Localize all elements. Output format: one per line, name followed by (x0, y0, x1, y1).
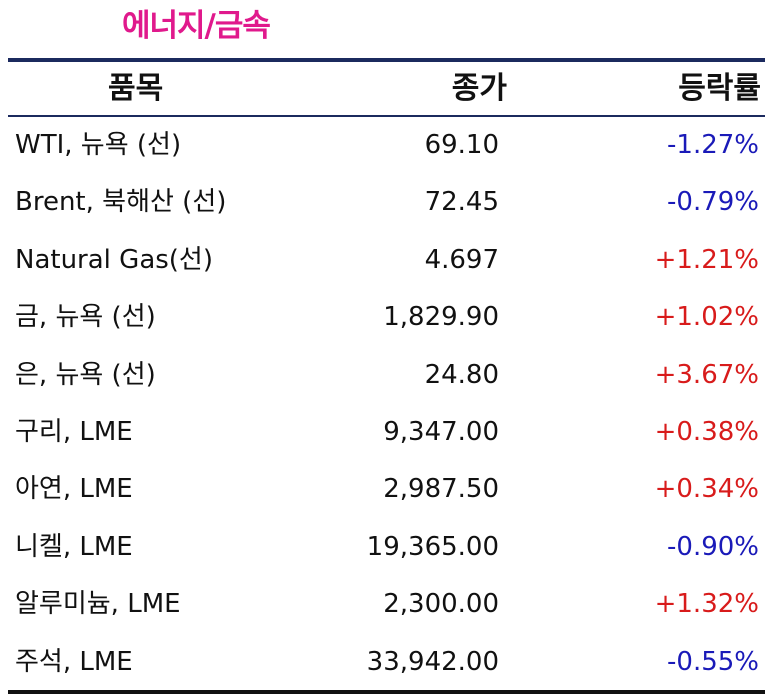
change-rate: +3.67% (654, 359, 759, 390)
header-change: 등락률 (678, 71, 761, 106)
close-price: 72.45 (424, 187, 499, 218)
table-row: Natural Gas(선) 4.697 +1.21% (8, 232, 765, 289)
close-price: 33,942.00 (366, 646, 499, 677)
table-row: 구리, LME 9,347.00 +0.38% (8, 404, 765, 461)
change-rate: -0.55% (667, 646, 759, 677)
table-row: 주석, LME 33,942.00 -0.55% (8, 634, 765, 691)
item-name: 니켈, LME (15, 531, 133, 562)
change-rate: -0.90% (667, 531, 759, 562)
item-name: 구리, LME (15, 416, 133, 447)
close-price: 2,987.50 (383, 474, 499, 505)
change-rate: +0.34% (654, 474, 759, 505)
table-row: 금, 뉴욕 (선) 1,829.90 +1.02% (8, 289, 765, 346)
close-price: 1,829.90 (383, 302, 499, 333)
top-rule (8, 58, 765, 62)
change-rate: -0.79% (667, 187, 759, 218)
item-name: 은, 뉴욕 (선) (15, 359, 156, 390)
header-rule (8, 115, 765, 117)
table-row: 니켈, LME 19,365.00 -0.90% (8, 519, 765, 576)
table-row: WTI, 뉴욕 (선) 69.10 -1.27% (8, 117, 765, 174)
item-name: 아연, LME (15, 474, 133, 505)
close-price: 9,347.00 (383, 416, 499, 447)
table-row: 아연, LME 2,987.50 +0.34% (8, 461, 765, 518)
close-price: 4.697 (424, 244, 499, 275)
item-name: Natural Gas(선) (15, 244, 213, 275)
table-row: 알루미늄, LME 2,300.00 +1.32% (8, 576, 765, 633)
item-name: 알루미늄, LME (15, 589, 181, 620)
item-name: 금, 뉴욕 (선) (15, 302, 156, 333)
change-rate: +1.02% (654, 302, 759, 333)
table-title: 에너지/금속 (122, 8, 271, 44)
item-name: Brent, 북해산 (선) (15, 187, 227, 218)
header-close: 종가 (451, 71, 507, 106)
table-row: 은, 뉴욕 (선) 24.80 +3.67% (8, 347, 765, 404)
header-name: 품목 (108, 71, 164, 106)
change-rate: +0.38% (654, 416, 759, 447)
change-rate: +1.21% (654, 244, 759, 275)
close-price: 24.80 (424, 359, 499, 390)
table-header: 품목 종가 등락률 (8, 62, 765, 116)
bottom-rule (8, 690, 765, 694)
close-price: 69.10 (424, 130, 499, 160)
item-name: 주석, LME (15, 646, 133, 677)
table-body: WTI, 뉴욕 (선) 69.10 -1.27% Brent, 북해산 (선) … (8, 117, 765, 691)
change-rate: -1.27% (667, 130, 759, 160)
close-price: 19,365.00 (366, 531, 499, 562)
table-row: Brent, 북해산 (선) 72.45 -0.79% (8, 174, 765, 231)
change-rate: +1.32% (654, 589, 759, 620)
close-price: 2,300.00 (383, 589, 499, 620)
item-name: WTI, 뉴욕 (선) (15, 130, 182, 160)
